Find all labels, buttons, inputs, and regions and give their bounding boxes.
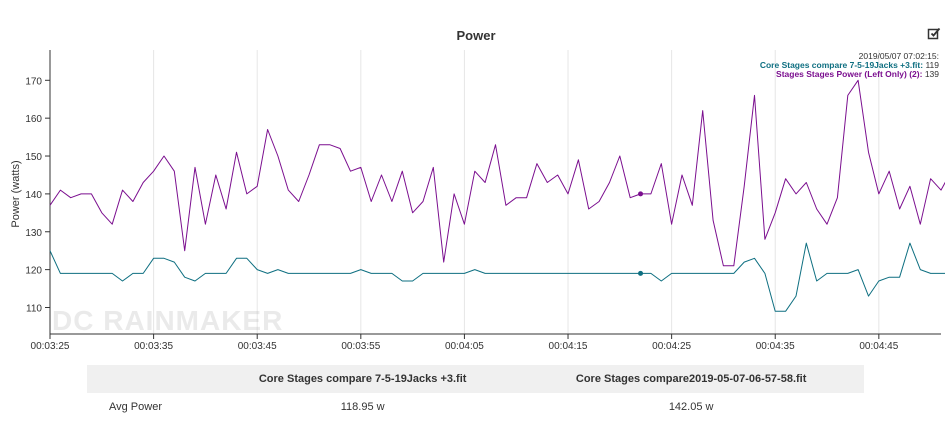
y-tick-label: 110 (26, 303, 42, 314)
row-label-avg-power: Avg Power (109, 401, 162, 413)
power-chart: Power DC RAINMAKER 00:03:25 00:03:35 00:03… (10, 27, 945, 352)
x-tick-label: 00:04:45 (859, 341, 898, 352)
watermark-text: DC RAINMAKER (52, 305, 283, 336)
x-tick-label: 00:03:55 (341, 341, 380, 352)
y-tick-label: 120 (25, 266, 42, 277)
tooltip: 2019/05/07 07:02:15:Core Stages compare … (760, 51, 939, 79)
chart-title: Power (456, 28, 495, 43)
y-tick-label: 160 (25, 114, 42, 125)
avg-power-file2: 142.05 w (668, 401, 714, 413)
y-tick-label: 170 (25, 76, 42, 87)
axes: 00:03:25 00:03:35 00:03:45 00:03:55 00:04:05… (25, 50, 941, 352)
x-tick-label: 00:04:25 (652, 341, 691, 352)
tooltip-row: Core Stages compare 7-5-19Jacks +3.fit: … (760, 60, 939, 70)
x-tick-label: 00:03:25 (31, 341, 70, 352)
x-tick-label: 00:04:15 (549, 341, 588, 352)
y-axis-label: Power (watts) (10, 160, 22, 227)
hover-marker-2 (638, 191, 644, 197)
tooltip-row-label: Stages Stages Power (Left Only) (2): (776, 69, 923, 79)
x-tick-label: 00:03:35 (134, 341, 173, 352)
y-tick-label: 140 (25, 190, 42, 201)
chart-svg: Power DC RAINMAKER 00:03:25 00:03:35 00:03… (10, 28, 945, 352)
grid (49, 50, 880, 334)
table-header-file2: Core Stages compare2019-05-07-06-57-58.f… (518, 365, 864, 393)
tooltip-row: Stages Stages Power (Left Only) (2): 139 (776, 69, 939, 79)
tooltip-row-label: Core Stages compare 7-5-19Jacks +3.fit: (760, 60, 923, 70)
table-header-file1: Core Stages compare 7-5-19Jacks +3.fit (207, 365, 519, 393)
x-tick-label: 00:04:05 (445, 341, 484, 352)
x-tick-label: 00:03:45 (238, 341, 277, 352)
summary-table: Core Stages compare 7-5-19Jacks +3.fit C… (87, 365, 864, 421)
edit-checkbox-icon[interactable] (927, 27, 941, 41)
series-line-2 (49, 79, 945, 267)
table-header-row: Core Stages compare 7-5-19Jacks +3.fit C… (87, 365, 864, 393)
watermark-group: DC RAINMAKER (52, 305, 283, 336)
series-line-1 (49, 242, 945, 312)
y-tick-label: 150 (25, 152, 42, 163)
tooltip-row-value: 139 (922, 69, 939, 79)
table-row: Avg Power 118.95 w 142.05 w (87, 393, 864, 421)
tooltip-row-value: 119 (923, 60, 939, 70)
avg-power-file1: 118.95 w (340, 401, 385, 413)
y-tick-label: 130 (25, 228, 42, 239)
x-tick-label: 00:04:35 (756, 341, 795, 352)
table-header-blank (87, 365, 207, 393)
hover-marker-1 (638, 270, 644, 276)
tooltip-time: 2019/05/07 07:02:15: (859, 51, 939, 61)
series-group (49, 79, 945, 312)
